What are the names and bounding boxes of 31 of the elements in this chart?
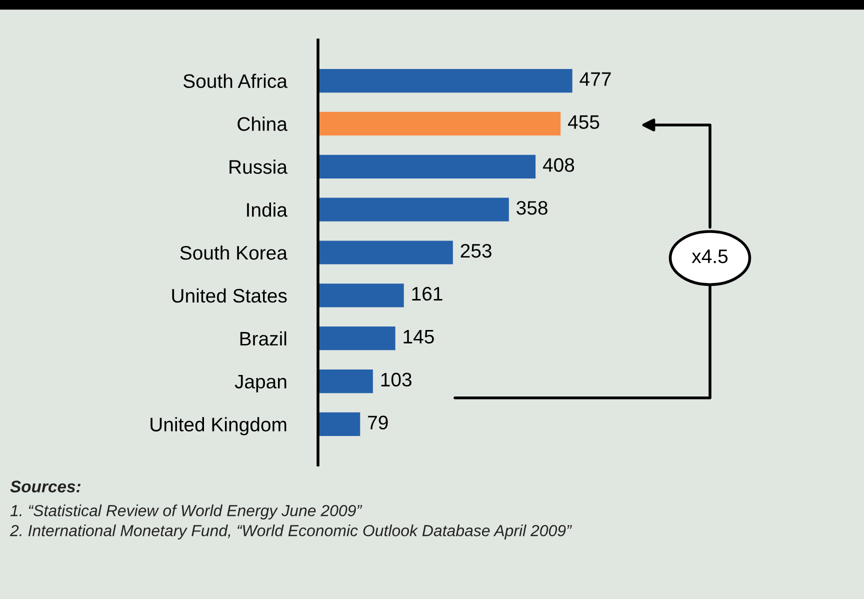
y-tick-label: Russia [230, 160, 288, 174]
data-label: 79 [368, 416, 388, 430]
y-tick-label: Brazil [240, 331, 286, 346]
y-tick-label: China [238, 116, 288, 131]
y-tick-label: Japan [234, 374, 286, 392]
data-label: 477 [580, 72, 611, 86]
bar [318, 326, 396, 350]
text: 1. “Statistical Review of World Energy June 2009” [10, 504, 362, 520]
bar [318, 68, 572, 93]
bar [318, 240, 453, 264]
y-tick-label: United Kingdom [150, 417, 286, 436]
bar [318, 154, 536, 178]
bar [318, 369, 373, 394]
bar [318, 198, 509, 222]
y-tick-label: India [247, 202, 288, 217]
data-label: 103 [381, 372, 412, 387]
text: 2. International Monetary Fund, “World Economic Outlook Database April 2009” [10, 524, 572, 540]
data-label: 358 [516, 201, 548, 215]
data-label: 455 [568, 115, 600, 129]
bar [318, 412, 360, 436]
text: x4.5 [692, 250, 728, 264]
data-label: 161 [412, 286, 442, 301]
y-tick-label: South Africa [183, 74, 288, 88]
bar [318, 284, 404, 308]
data-label: 253 [460, 244, 492, 258]
data-label: 145 [404, 330, 434, 344]
bar [318, 112, 561, 136]
y-tick-label: South Korea [180, 245, 288, 260]
y-tick-label: United States [172, 288, 287, 303]
source-note: Sources: [10, 480, 80, 492]
data-label: 408 [542, 158, 574, 172]
